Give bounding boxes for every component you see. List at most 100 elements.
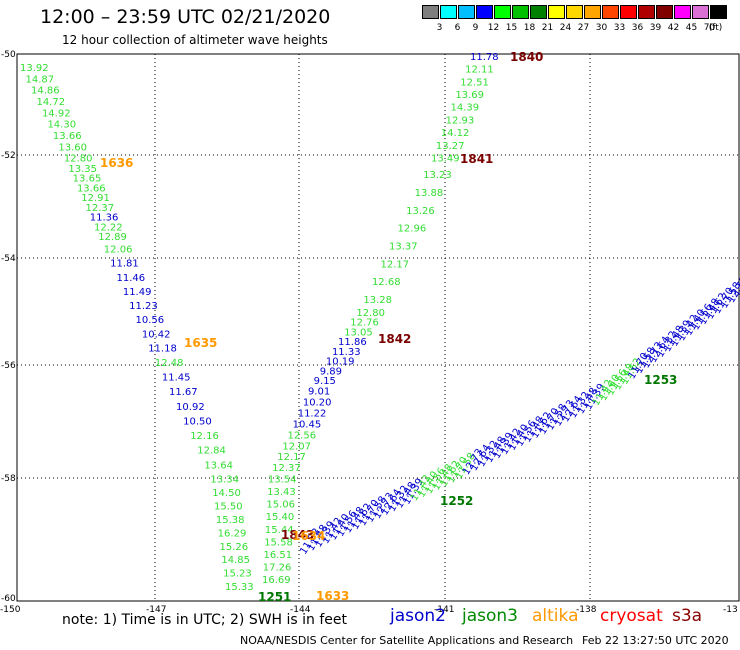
swh-value: 14.86 [31,86,60,97]
scale-swatch [602,5,619,19]
swh-value: 11.23 [129,301,158,312]
lat-label: -60 [1,594,16,604]
swh-value: 15.50 [214,502,243,513]
swh-value: 10.56 [136,315,165,326]
pass-time-label: 1842 [378,332,411,346]
swh-value: 13.66 [53,131,82,142]
swh-value: 12.80 [356,308,385,319]
swh-value: 13.54 [268,475,297,486]
map-frame [16,53,740,602]
swh-value: 12.37 [85,203,114,214]
swh-value: 11.36 [90,213,119,224]
swh-value: 15.06 [266,500,295,511]
swh-value: 12.07 [282,441,311,452]
swh-value: 14.85 [221,555,250,566]
swh-value: 11.81 [110,259,139,270]
swh-value: 12.56 [287,430,316,441]
scale-label: 70 [703,23,716,33]
swh-value: 12.84 [197,446,226,457]
swh-value: 13.60 [58,142,87,153]
scale-label: 21 [541,23,554,33]
pass-time-label: 1840 [510,50,543,64]
satellite-legend-jason3: jason3 [462,606,518,626]
scale-swatch [476,5,493,19]
swh-value: 10.50 [183,416,212,427]
swh-value: 13.64 [204,460,233,471]
scale-swatch [512,5,529,19]
scale-swatch [692,5,709,19]
swh-value: 9.01 [308,386,330,397]
swh-value: 13.88 [415,188,444,199]
swh-value: 12.37 [272,463,301,474]
lat-label: -50 [1,50,16,60]
scale-swatch [440,5,457,19]
satellite-legend-jason2: jason2 [390,606,446,626]
swh-value: 13.27 [436,141,465,152]
swh-value: 9.89 [320,366,342,377]
swh-value: 14.92 [42,108,71,119]
scale-swatch [638,5,655,19]
swh-value: 12.93 [446,115,475,126]
scale-swatch [566,5,583,19]
scale-swatch [422,5,439,19]
scale-label: (ft) [708,23,723,33]
swh-value: 13.65 [73,174,102,185]
chart-subtitle: 12 hour collection of altimeter wave hei… [62,33,328,47]
scale-label: 27 [577,23,590,33]
swh-value: 13.28 [363,295,392,306]
lat-label: -56 [1,361,16,371]
scale-swatch [656,5,673,19]
swh-value: 17.26 [263,562,292,573]
scale-label: 9 [472,23,479,33]
pass-time-label: 1634 [292,529,325,543]
lon-label: -144 [290,605,311,615]
lon-label: -138 [576,605,597,615]
pass-time-label: 1633 [316,589,349,603]
swh-value: 12.89 [98,232,127,243]
swh-value: 12.16 [190,431,219,442]
wave-height-tracks: 13.9214.8714.8614.7214.9214.3013.6613.60… [20,52,740,593]
satellite-legend-cryosat: cryosat [600,606,663,626]
scale-label: 6 [454,23,461,33]
lon-label: -141 [434,605,454,615]
scale-swatch [494,5,511,19]
lon-label: -13 [723,605,738,615]
swh-value: 13.69 [455,90,484,101]
swh-value: 11.86 [338,337,367,348]
lat-label: -54 [1,254,16,264]
swh-value: 10.20 [303,397,332,408]
map-grid [17,54,739,601]
swh-value: 13.92 [20,63,49,74]
swh-value: 13.23 [423,170,452,181]
swh-value: 14.87 [25,74,54,85]
swh-value: 14.50 [212,488,241,499]
swh-value: 12.76 [350,318,379,329]
scale-swatch [530,5,547,19]
swh-value: 15.44 [265,525,294,536]
swh-value: 13.37 [389,241,418,252]
scale-label: 18 [523,23,536,33]
swh-value: 11.18 [148,344,177,355]
scale-label: 39 [649,23,662,33]
swh-value: 15.58 [264,537,293,548]
swh-value: 12.68 [372,277,401,288]
credit-line: NOAA/NESDIS Center for Satellite Applica… [240,634,574,647]
swh-value: 12.51 [460,77,489,88]
scale-label: 30 [595,23,608,33]
swh-value: 11.45 [162,372,191,383]
swh-value: 11.22 [298,408,327,419]
generated-timestamp: Feb 22 13:27:50 UTC 2020 [582,634,729,647]
swh-value: 12.17 [380,259,409,270]
swh-value: 15.23 [223,569,252,580]
swh-value: 12.48 [155,358,184,369]
pass-time-label: 1252 [440,494,473,508]
swh-value: 11.46 [116,273,145,284]
scale-swatch [548,5,565,19]
swh-value: 16.51 [263,550,292,561]
lat-label: -52 [1,151,16,161]
swh-value: 13.43 [267,487,296,498]
swh-value: 13.49 [431,153,460,164]
swh-value: 11.49 [123,287,152,298]
scale-label: 42 [667,23,680,33]
